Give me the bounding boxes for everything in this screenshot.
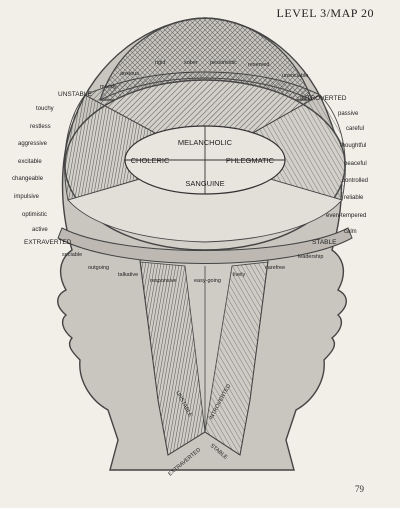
- trait-label: unsociable: [282, 73, 308, 79]
- label-melancholic: MELANCHOLIC: [178, 138, 233, 147]
- trait-label: thoughtful: [340, 143, 366, 149]
- trait-label: talkative: [118, 272, 138, 278]
- trait-label: calm: [344, 229, 357, 235]
- neck-left-panel: [139, 261, 206, 456]
- trait-label: impulsive: [14, 194, 40, 200]
- trait-label: restless: [30, 124, 51, 130]
- trait-label: touchy: [36, 106, 54, 112]
- trait-label: rigid: [155, 60, 165, 66]
- label-phlegmatic: PHLEGMATIC: [226, 156, 275, 165]
- trait-label: sociable: [62, 252, 82, 258]
- trait-label: responsive: [150, 278, 177, 284]
- trait-label: easy-going: [194, 278, 221, 284]
- trait-label: reserved: [248, 62, 269, 68]
- page-header: LEVEL 3/MAP 20: [276, 6, 374, 20]
- axis-stable: STABLE: [312, 239, 337, 246]
- trait-label: excitable: [18, 159, 42, 165]
- trait-label: carefree: [265, 265, 285, 271]
- wedge-upper: [83, 71, 321, 161]
- trait-label: careful: [346, 126, 364, 132]
- trait-label: pessimistic: [210, 60, 237, 66]
- trait-label: outgoing: [88, 265, 109, 271]
- traits-bottom: sociable outgoing talkative responsive e…: [62, 252, 323, 284]
- traits-left: touchy restless aggressive excitable cha…: [12, 106, 54, 233]
- trait-label: optimistic: [22, 212, 47, 218]
- trait-label: even-tempered: [326, 213, 366, 219]
- traits-right: passive careful thoughtful peaceful cont…: [326, 111, 368, 235]
- trait-label: passive: [338, 111, 359, 117]
- axis-introverted: INTROVERTED: [300, 95, 347, 102]
- equator-band: [57, 227, 353, 264]
- trait-label: peaceful: [344, 161, 367, 167]
- label-choleric: CHOLERIC: [131, 156, 170, 165]
- trait-label: reliable: [344, 195, 364, 201]
- trait-label: changeable: [12, 176, 44, 182]
- trait-label: aggressive: [18, 141, 48, 147]
- trait-label: anxious: [120, 71, 139, 77]
- neck-right-panel: [204, 261, 269, 456]
- trait-label: active: [32, 227, 48, 233]
- page-number: 79: [355, 484, 364, 494]
- wedge-lower: [67, 159, 343, 243]
- trait-label: moody: [100, 84, 117, 90]
- axis-extraverted: EXTRAVERTED: [24, 239, 72, 246]
- trait-label: controlled: [342, 178, 368, 184]
- axis-unstable: UNSTABLE: [58, 91, 92, 98]
- label-sanguine: SANGUINE: [185, 179, 224, 188]
- trait-label: leadership: [298, 254, 323, 260]
- trait-label: lively: [233, 272, 245, 278]
- traits-top: moody anxious rigid sober pessimistic re…: [100, 60, 308, 90]
- trait-label: sober: [184, 60, 198, 66]
